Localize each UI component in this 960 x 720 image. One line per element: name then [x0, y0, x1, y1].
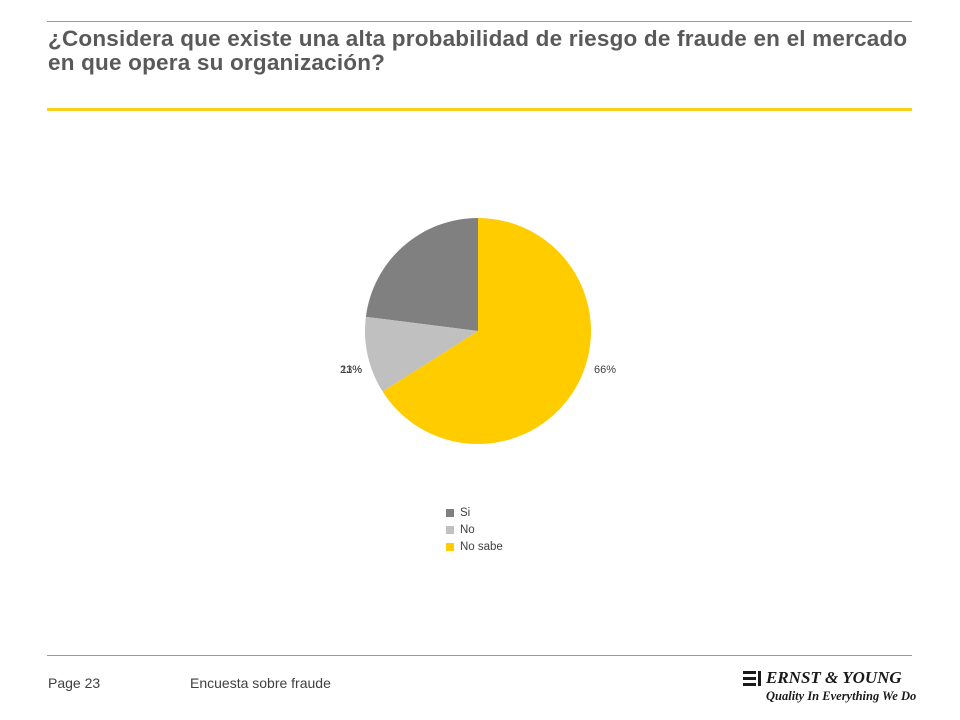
title-underline	[47, 108, 912, 111]
pie-slice-no-sabe	[382, 218, 591, 444]
page-title: ¿Considera que existe una alta probabili…	[48, 26, 908, 75]
ey-logo-tagline: Quality In Everything We Do	[766, 689, 917, 703]
footer-divider	[47, 655, 912, 656]
chart-legend: Si No No sabe	[446, 504, 503, 555]
legend-item: No	[446, 521, 503, 538]
legend-swatch	[446, 508, 454, 517]
legend-label: Si	[460, 506, 471, 519]
ey-logo-name: ERNST & YOUNG	[766, 668, 902, 687]
data-label-si: 23%	[340, 364, 362, 376]
ey-logo: ERNST & YOUNG Quality In Everything We D…	[742, 668, 920, 708]
legend-label: No sabe	[460, 540, 503, 553]
legend-item: No sabe	[446, 538, 503, 555]
page-number: Page 23	[48, 675, 101, 691]
footer-title: Encuesta sobre fraude	[190, 675, 331, 691]
pie-slice-si	[365, 218, 478, 331]
legend-swatch	[446, 542, 454, 551]
legend-item: Si	[446, 504, 503, 521]
data-label-no: 11%	[341, 364, 362, 376]
legend-swatch	[446, 525, 454, 534]
pie-slice-no	[365, 316, 478, 392]
top-divider	[47, 21, 912, 22]
pie-chart: 23%11% 66%	[340, 218, 616, 444]
ey-logo-icon	[743, 671, 761, 686]
legend-label: No	[460, 523, 475, 536]
data-label-no-sabe: 66%	[594, 364, 616, 376]
